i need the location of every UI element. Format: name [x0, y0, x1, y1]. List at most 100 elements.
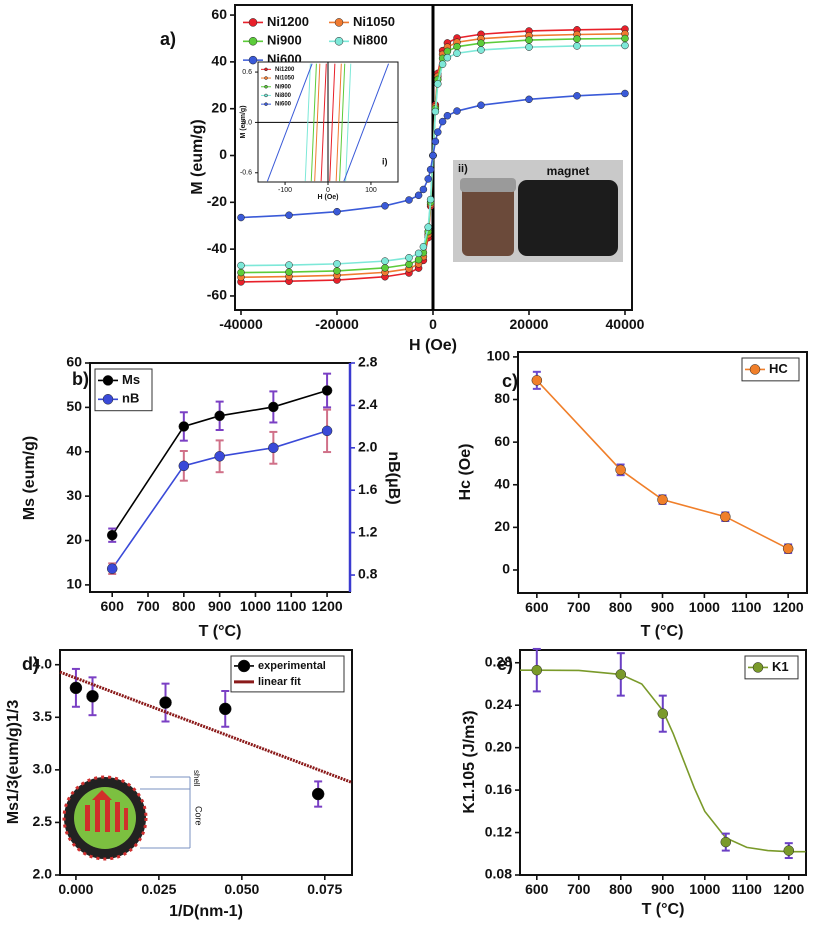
chart-panel: 0.000 0.025 0.050 0.075 2.0 2.5 3.0 3.5 4.0d) 1/D… — [5, 649, 353, 920]
x-axis-title: H (Oe) — [318, 194, 339, 201]
x-tick-label: 600 — [525, 881, 549, 897]
legend-marker — [749, 364, 761, 375]
legend-label: Ni600 — [275, 102, 292, 108]
y-tick-label: 60 — [211, 6, 227, 22]
legend-marker — [334, 18, 344, 27]
x-tick-label: 900 — [651, 881, 675, 897]
data-point — [381, 202, 389, 210]
data-point — [237, 213, 245, 222]
legend-marker — [334, 37, 344, 46]
y-tick-label: 0.16 — [485, 781, 512, 797]
data-point — [453, 49, 461, 57]
y-tick-label: 20 — [66, 531, 82, 547]
series-line — [320, 63, 336, 182]
data-point — [419, 243, 428, 251]
legend-label: Ni1050 — [275, 76, 295, 82]
legend-label: Ni800 — [353, 33, 388, 48]
x-tick-label: 800 — [609, 599, 633, 615]
data-point — [333, 207, 341, 216]
diagram-label: shell — [192, 770, 201, 787]
data-point — [106, 529, 118, 541]
data-point — [429, 151, 437, 160]
data-point — [268, 442, 279, 454]
legend-marker — [264, 85, 268, 89]
plot-frame — [517, 351, 808, 594]
data-point — [453, 107, 461, 115]
data-point — [405, 260, 413, 269]
y-tick-label: -60 — [207, 287, 227, 303]
data-point — [443, 111, 452, 120]
legend-marker — [264, 76, 268, 80]
data-point — [268, 401, 279, 413]
y-tick-label: 100 — [487, 348, 511, 364]
legend-frame — [744, 655, 799, 680]
data-point — [573, 92, 581, 100]
y-tick-label: 0.08 — [485, 866, 512, 882]
legend-frame — [94, 368, 153, 412]
data-point — [531, 375, 543, 386]
y-tick-label: 80 — [494, 390, 510, 406]
x-tick-label: 900 — [208, 598, 232, 614]
data-point — [426, 195, 435, 204]
y-tick-label: 3.0 — [33, 761, 53, 777]
data-point — [218, 702, 232, 716]
x-tick-label: -40000 — [219, 316, 263, 332]
data-point — [381, 257, 389, 265]
data-point — [237, 268, 245, 277]
data-point — [431, 107, 440, 116]
y2-tick-label: 2.8 — [358, 354, 378, 370]
y2-tick-label: 2.4 — [358, 396, 378, 412]
y-tick-label: 40 — [494, 475, 510, 491]
data-point — [525, 43, 533, 51]
x-tick-label: 100 — [365, 187, 377, 194]
x-tick-label: 700 — [567, 881, 591, 897]
y-tick-label: 3.5 — [33, 708, 53, 724]
jar — [462, 182, 514, 256]
y-axis-title: Hc (Oe) — [457, 444, 474, 501]
legend-label: Ni1200 — [267, 14, 309, 29]
data-point — [426, 165, 435, 174]
spin-arrows — [85, 790, 128, 832]
data-point — [321, 425, 333, 437]
x-tick-label: 0.000 — [58, 881, 93, 897]
data-point — [311, 787, 325, 801]
x-tick-label: 0 — [429, 316, 437, 332]
y-tick-label: 60 — [66, 354, 82, 370]
x-tick-label: 1000 — [240, 598, 271, 614]
panel-label: i) — [382, 156, 388, 166]
legend-marker — [248, 37, 258, 46]
plot-frame — [59, 649, 353, 876]
x-tick-label: 1100 — [731, 599, 762, 615]
x-tick-label: 0.075 — [307, 881, 342, 897]
data-point — [381, 264, 389, 272]
legend-marker — [237, 659, 251, 673]
data-point — [405, 254, 413, 262]
x-tick-label: 1100 — [732, 881, 763, 897]
y-tick-label: 0.0 — [242, 119, 252, 126]
y-tick-label: 20 — [211, 99, 227, 115]
photo-inset: ii) magnet — [453, 160, 623, 262]
x-tick-label: 800 — [172, 598, 196, 614]
x-tick-label: 800 — [609, 881, 633, 897]
y2-tick-label: 1.6 — [358, 481, 378, 497]
x-tick-label: 700 — [567, 599, 591, 615]
legend-marker — [264, 102, 268, 106]
y-tick-label: 20 — [494, 518, 510, 534]
legend-label: Ni1050 — [353, 14, 395, 29]
legend-label: linear fit — [258, 676, 301, 688]
panel-label: d) — [22, 654, 39, 674]
data-point — [237, 261, 245, 270]
y2-tick-label: 2.0 — [358, 439, 378, 455]
data-point — [333, 260, 341, 268]
panel-label: e) — [497, 654, 513, 674]
chart-panel: 600 700 800 900 1000 1100 1200 10 20 30 40 50 60 0.8 1… — [21, 354, 402, 641]
x-tick-label: 1200 — [773, 881, 804, 897]
legend-label: HC — [769, 361, 788, 376]
y-tick-label: 0.6 — [242, 69, 252, 76]
y-axis-title: M (eum/g) — [240, 105, 247, 138]
y2-tick-label: 0.8 — [358, 566, 378, 582]
x-axis-title: T (°C) — [642, 901, 685, 918]
legend-marker — [264, 93, 268, 98]
